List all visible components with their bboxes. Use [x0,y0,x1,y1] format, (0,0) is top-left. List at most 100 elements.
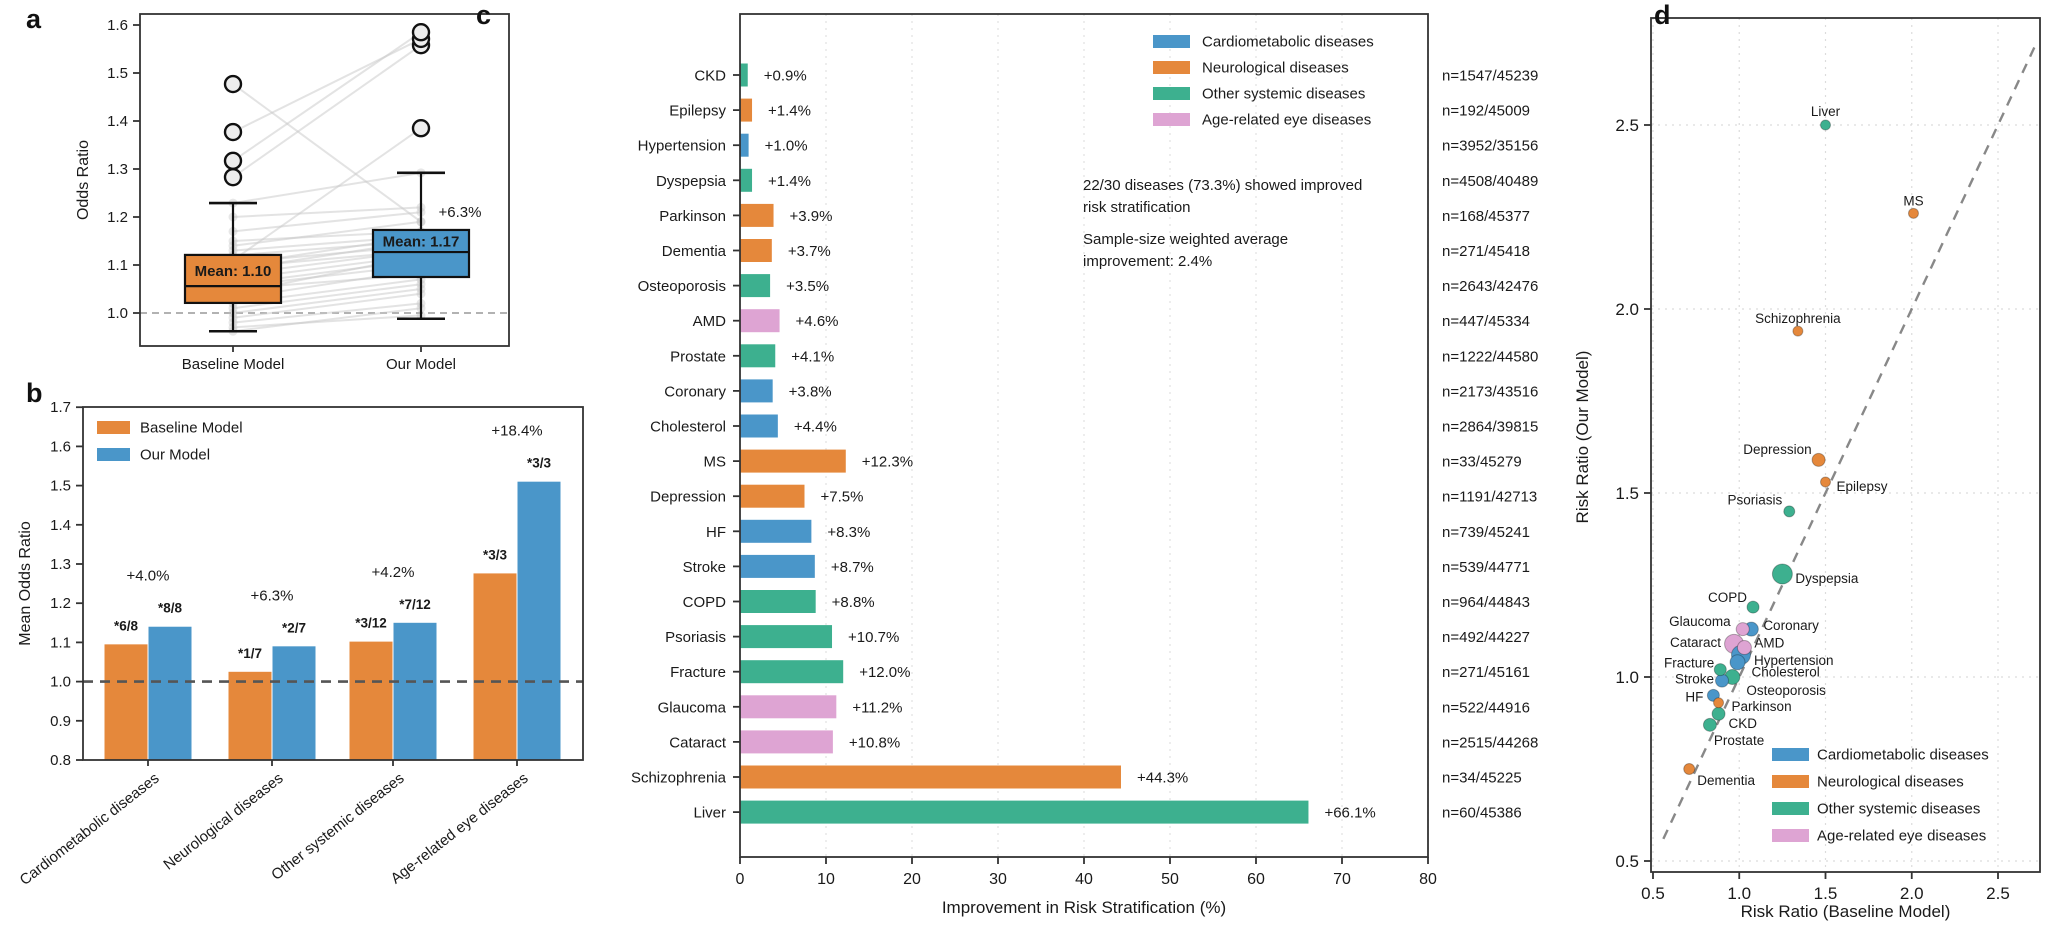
legend: Baseline Model Our Model [97,420,243,464]
value-label: +4.4% [794,419,837,436]
legend: Cardiometabolic diseases Neurological dis… [1153,34,1374,129]
disease-label: Stroke [683,559,726,576]
panel-c-hbars: CKD +0.9% n=1547/45239 Epilepsy +1.4% n=192/4… [631,13,1538,917]
outlier-point [223,151,243,171]
legend-swatch-baseline [97,421,130,434]
x-tick-label: 2.5 [1986,884,2010,903]
scatter-point-fracture [1713,663,1727,677]
n-label: n=739/45241 [1442,524,1530,541]
y-tick-label: 1.3 [107,161,128,178]
legend-label: Our Model [140,447,210,464]
scatter-point-depression [1811,452,1826,467]
x-axis-label: Risk Ratio (Baseline Model) [1741,902,1951,921]
value-label: +10.8% [849,734,900,751]
legend-swatch [1772,775,1809,788]
value-label: +0.9% [764,68,807,85]
scatter-point-liver [1820,119,1831,131]
axes-frame [1650,17,2041,873]
legend-label: Other systemic diseases [1202,86,1365,103]
disease-label: CKD [694,68,726,85]
y-axis-label: Mean Odds Ratio [17,521,34,646]
y-tick-label: 0.9 [50,713,71,730]
x-tick-label: Our Model [386,356,456,373]
value-label: +12.3% [862,454,913,471]
n-label: n=447/45334 [1442,313,1530,330]
outlier-point [223,122,243,142]
value-label: +1.4% [768,103,811,120]
x-tick-label: 0 [736,871,745,888]
bar-ms [740,449,846,473]
pair-line [232,288,422,314]
box-baseline-model: Mean: 1.10 [183,74,283,333]
point-label: Psoriasis [1728,492,1783,507]
point-label: MS [1903,193,1923,208]
n-label: n=168/45377 [1442,208,1530,225]
legend-label: Neurological diseases [1202,60,1349,77]
y-axis-label: Risk Ratio (Our Model) [1573,351,1592,524]
disease-label: Psoriasis [665,629,726,646]
disease-label: Glaucoma [658,699,727,716]
disease-label: AMD [693,313,727,330]
y-tick-label: 2.5 [1615,116,1639,135]
y-tick-label: 2.0 [1615,300,1639,319]
n-label: n=1191/42713 [1442,489,1537,506]
point-label: Dementia [1697,773,1755,788]
value-label: +11.2% [852,699,902,716]
x-tick-label: 30 [989,871,1007,888]
n-label: n=2515/44268 [1442,734,1538,751]
point-label: Osteoporosis [1746,683,1826,698]
scatter-point-schizophrenia [1792,325,1804,337]
outlier-point [411,118,431,138]
disease-label: Depression [650,489,726,506]
pair-line [232,206,422,218]
pair-line [232,44,422,178]
pair-line [232,171,422,205]
value-label: +8.8% [832,594,875,611]
y-tick-label: 1.2 [50,595,71,612]
disease-label: Epilepsy [669,103,726,120]
panel-d-scatter: Liver MS Schizophrenia Depression Epilepsy Ps… [1573,17,2041,921]
n-label: n=522/44916 [1442,699,1530,716]
disease-label: Cataract [669,734,727,751]
panel-d-letter: d [1654,0,1671,30]
bar-our-model [517,481,561,760]
pair-line [232,307,422,333]
value-label: +1.4% [768,173,811,190]
pair-line [232,127,422,262]
sig-label: *1/7 [238,646,262,661]
disease-label: Dementia [662,243,727,260]
pair-line [232,31,422,162]
disease-label: COPD [683,594,727,611]
pair-line [232,220,422,247]
pair-line [232,83,422,223]
bar-baseline-model [228,671,272,760]
x-tick-label: 70 [1333,871,1351,888]
disease-label: Osteoporosis [638,278,726,295]
bar-dyspepsia [740,168,753,192]
mean-label: Mean: 1.10 [195,263,272,280]
x-tick-label: 50 [1161,871,1179,888]
value-label: +4.6% [796,313,839,330]
point-label: Coronary [1763,618,1819,633]
y-tick-label: 1.6 [50,438,71,455]
bar-psoriasis [740,625,833,649]
bar-ckd [740,63,748,87]
disease-label: Hypertension [638,138,726,155]
n-label: n=964/44843 [1442,594,1530,611]
axes-frame [139,13,510,347]
value-label: +3.7% [788,243,831,260]
legend-swatch [1772,829,1809,842]
bar-depression [740,484,805,508]
y-tick-label: 1.5 [1615,484,1639,503]
legend-label: Other systemic diseases [1817,801,1980,818]
legend-label: Age-related eye diseases [1202,112,1371,129]
y-tick-label: 1.3 [50,556,71,573]
legend-swatch-our [97,448,130,461]
x-tick-label: Cardiometabolic diseases [17,770,163,889]
axes-frame [82,406,584,761]
legend-label: Cardiometabolic diseases [1817,747,1989,764]
value-label: +44.3% [1137,770,1188,787]
point-label: Parkinson [1732,699,1792,714]
value-label: +3.9% [790,208,833,225]
